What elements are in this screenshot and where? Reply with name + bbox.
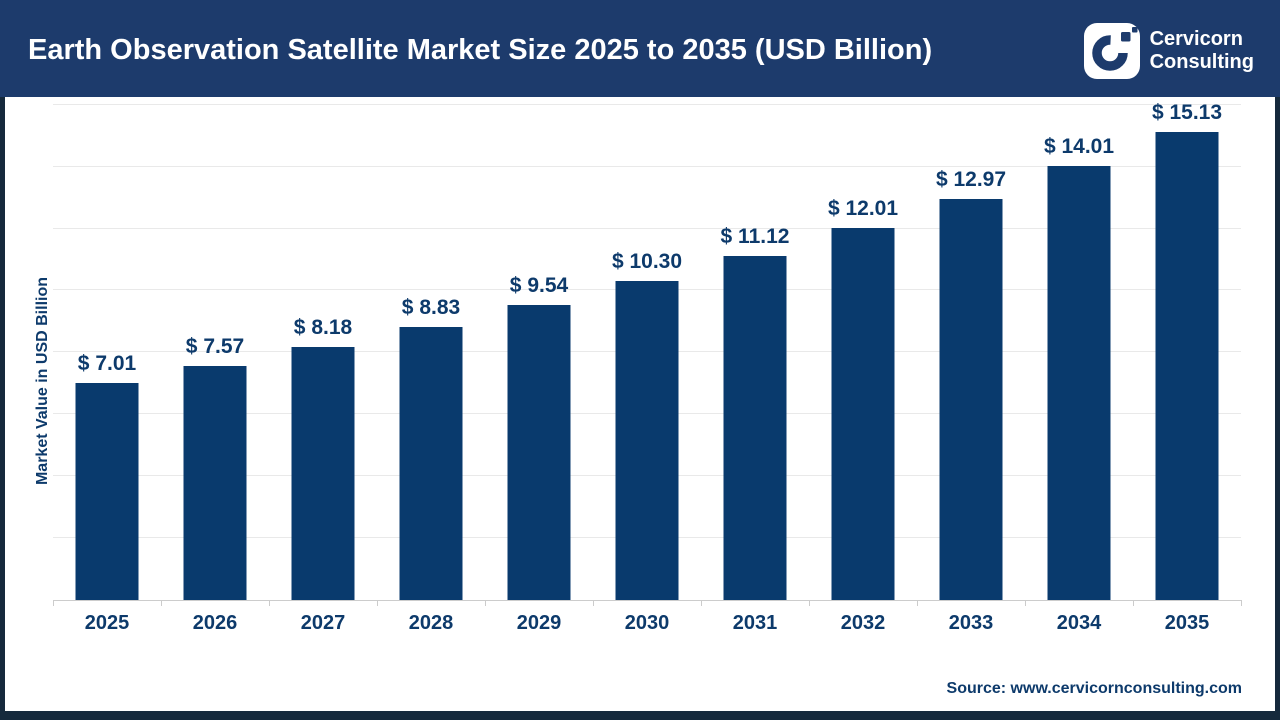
x-axis-tick bbox=[377, 600, 378, 606]
bar-2031 bbox=[723, 255, 787, 600]
bar-2030 bbox=[615, 281, 679, 600]
bar-value-label: $ 14.01 bbox=[1043, 135, 1115, 159]
brand-name-line2: Consulting bbox=[1149, 50, 1254, 73]
bar-value-label: $ 15.13 bbox=[1151, 100, 1223, 124]
brand-name-line1: Cervicorn bbox=[1149, 27, 1243, 50]
x-axis-tick bbox=[701, 600, 702, 606]
bar-group-2026: $ 7.57 2026 bbox=[161, 97, 269, 634]
bar-group-2025: $ 7.01 2025 bbox=[53, 97, 161, 634]
header: Earth Observation Satellite Market Size … bbox=[0, 0, 1280, 97]
x-axis-tick bbox=[161, 600, 162, 606]
bar-value-label: $ 8.18 bbox=[293, 315, 353, 339]
x-axis-tick bbox=[1025, 600, 1026, 606]
chart-area: Market Value in USD Billion $ 7.01 2025 $ … bbox=[0, 97, 1280, 711]
x-axis-tick bbox=[53, 600, 54, 606]
gridline bbox=[53, 165, 1241, 167]
bar-value-label: $ 7.01 bbox=[77, 352, 137, 376]
brand-logo: Cervicorn Consulting bbox=[1083, 22, 1254, 79]
x-tick-label: 2026 bbox=[192, 612, 238, 634]
bar-group-2035: $ 15.13 2035 bbox=[1133, 97, 1241, 634]
x-axis-tick bbox=[593, 600, 594, 606]
x-axis-tick bbox=[269, 600, 270, 606]
bar-2025 bbox=[75, 383, 139, 600]
bar-2029 bbox=[507, 304, 571, 600]
bar-2033 bbox=[939, 198, 1003, 600]
x-tick-label: 2027 bbox=[300, 612, 346, 634]
x-tick-label: 2028 bbox=[408, 612, 454, 634]
x-axis-tick bbox=[1133, 600, 1134, 606]
bar-group-2033: $ 12.97 2033 bbox=[917, 97, 1025, 634]
plot-area: $ 7.01 2025 $ 7.57 2026 $ 8.18 2027 $ 8.83 2028… bbox=[53, 97, 1242, 634]
bar-2034 bbox=[1047, 166, 1111, 600]
bar-2028 bbox=[399, 326, 463, 600]
x-tick-label: 2025 bbox=[84, 612, 130, 634]
bar-2032 bbox=[831, 228, 895, 600]
bar-value-label: $ 12.01 bbox=[827, 197, 899, 221]
bar-group-2028: $ 8.83 2028 bbox=[377, 97, 485, 634]
gridline bbox=[53, 227, 1241, 229]
page-title: Earth Observation Satellite Market Size … bbox=[28, 34, 933, 66]
x-tick-label: 2033 bbox=[948, 612, 994, 634]
x-axis-tick bbox=[809, 600, 810, 606]
bar-group-2027: $ 8.18 2027 bbox=[269, 97, 377, 634]
x-axis-tick bbox=[485, 600, 486, 606]
bar-group-2032: $ 12.01 2032 bbox=[809, 97, 917, 634]
bar-2027 bbox=[291, 346, 355, 600]
bar-value-label: $ 9.54 bbox=[509, 273, 569, 297]
bar-2026 bbox=[183, 365, 247, 600]
bar-value-label: $ 7.57 bbox=[185, 334, 245, 358]
x-axis-tick bbox=[1241, 600, 1242, 606]
bar-value-label: $ 10.30 bbox=[611, 250, 683, 274]
bar-2035 bbox=[1155, 131, 1219, 600]
x-tick-label: 2029 bbox=[516, 612, 562, 634]
x-tick-label: 2031 bbox=[732, 612, 778, 634]
bar-value-label: $ 12.97 bbox=[935, 167, 1007, 191]
cervicorn-logo-icon bbox=[1083, 22, 1140, 79]
x-axis-tick bbox=[917, 600, 918, 606]
gridline bbox=[53, 103, 1241, 105]
x-tick-label: 2032 bbox=[840, 612, 886, 634]
bar-group-2031: $ 11.12 2031 bbox=[701, 97, 809, 634]
brand-name: Cervicorn Consulting bbox=[1150, 28, 1254, 74]
bar-value-label: $ 8.83 bbox=[401, 295, 461, 319]
source-note: Source: www.cervicornconsulting.com bbox=[946, 680, 1242, 697]
bar-value-label: $ 11.12 bbox=[720, 224, 790, 248]
bar-group-2029: $ 9.54 2029 bbox=[485, 97, 593, 634]
bar-group-2030: $ 10.30 2030 bbox=[593, 97, 701, 634]
x-tick-label: 2035 bbox=[1164, 612, 1210, 634]
bottom-strip bbox=[0, 711, 1280, 720]
y-axis-title: Market Value in USD Billion bbox=[34, 276, 51, 486]
x-tick-label: 2034 bbox=[1056, 612, 1102, 634]
bar-group-2034: $ 14.01 2034 bbox=[1025, 97, 1133, 634]
x-tick-label: 2030 bbox=[624, 612, 670, 634]
